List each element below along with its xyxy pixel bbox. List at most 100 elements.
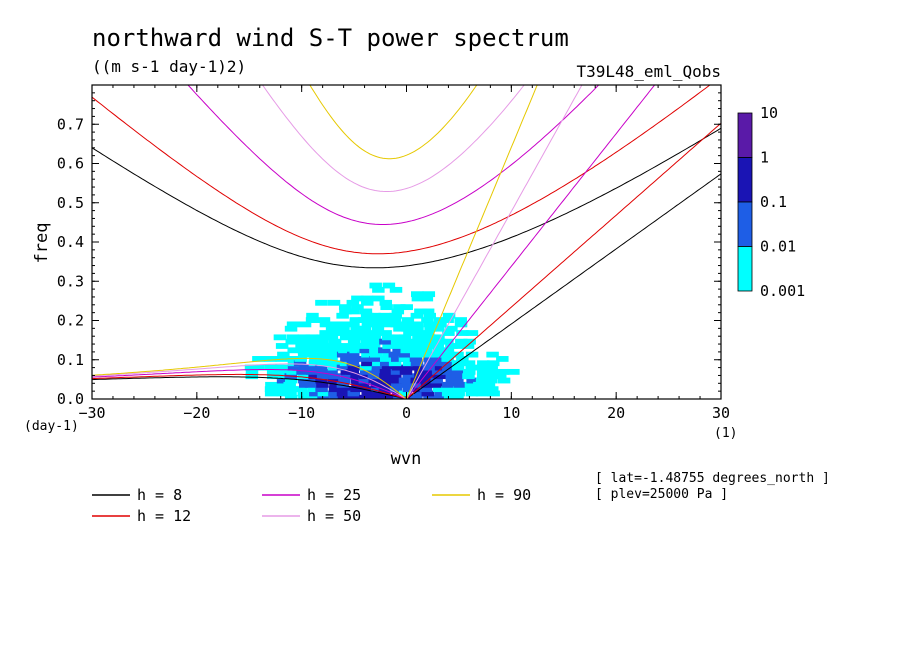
rossby-curve	[92, 376, 407, 399]
power-cell	[454, 321, 468, 328]
power-cell	[325, 351, 339, 358]
power-cell	[441, 364, 455, 371]
power-cell	[433, 317, 447, 323]
power-cell	[361, 351, 374, 358]
legend-label: h = 90	[477, 486, 531, 504]
power-cell	[276, 390, 290, 397]
power-cell	[348, 334, 361, 341]
power-cell	[327, 299, 341, 306]
power-cell	[430, 377, 443, 384]
power-cell	[421, 317, 434, 323]
power-cell	[329, 394, 343, 399]
power-cell	[286, 321, 300, 328]
power-cell	[371, 386, 385, 393]
power-cell	[304, 381, 318, 388]
power-cell	[275, 343, 289, 349]
power-cell	[328, 373, 341, 380]
power-cell	[297, 338, 310, 345]
power-cell	[252, 364, 265, 371]
power-cell	[275, 368, 289, 375]
power-cell	[391, 364, 405, 371]
power-cell	[340, 356, 353, 362]
power-cell	[372, 338, 385, 345]
power-cell	[378, 317, 391, 323]
colorbar: 10 1 0.1 0.01 0.001	[737, 104, 805, 300]
power-cell	[340, 373, 354, 380]
power-cell	[328, 338, 342, 345]
power-cell	[358, 325, 372, 332]
power-cell	[442, 360, 456, 367]
power-cell	[419, 347, 433, 354]
power-cell	[423, 373, 436, 380]
power-cell	[305, 317, 319, 323]
power-cell	[398, 334, 412, 341]
power-cell	[486, 386, 499, 393]
power-cell	[369, 347, 382, 354]
power-cell	[434, 394, 447, 399]
power-cell	[419, 377, 433, 384]
power-cell	[266, 368, 280, 375]
inertia-gravity-curve	[187, 85, 600, 225]
power-cell	[434, 360, 447, 367]
power-cell	[398, 356, 412, 362]
power-cell	[433, 373, 446, 380]
power-cell	[349, 330, 362, 336]
power-cell	[287, 364, 301, 371]
power-cell	[423, 312, 436, 319]
power-cell	[294, 356, 307, 362]
power-cell	[419, 386, 433, 393]
power-cell	[307, 386, 321, 393]
power-cell	[389, 386, 403, 393]
power-cell	[409, 330, 423, 336]
power-cell	[371, 364, 385, 371]
power-cell	[370, 394, 383, 399]
x-tick-label: 10	[502, 404, 520, 422]
power-cell	[336, 321, 350, 328]
power-cell	[411, 347, 424, 354]
power-cell	[402, 373, 415, 380]
power-cell	[336, 381, 350, 388]
power-cell	[298, 364, 312, 371]
power-cell	[328, 390, 341, 397]
power-cell	[378, 312, 391, 319]
power-cell	[473, 381, 486, 388]
power-cell	[379, 338, 392, 345]
power-cell	[350, 386, 363, 393]
axis-ticks: −30 −20 −10 0 10 20 30 0.0 0.1 0.2 0.3 0.4 0.5 0.6 0.7	[57, 85, 730, 422]
power-cell	[432, 386, 446, 393]
power-cell	[399, 394, 413, 399]
power-cell	[295, 343, 308, 349]
power-cell	[367, 373, 381, 380]
y-tick-label: 0.6	[57, 155, 84, 173]
power-cell	[368, 334, 382, 341]
power-cell	[412, 386, 426, 393]
y-unit-label: (day-1)	[24, 419, 79, 434]
power-cell	[431, 343, 444, 349]
power-cell	[361, 360, 374, 367]
colorbar-label: 0.01	[760, 238, 796, 256]
power-cell	[391, 308, 405, 315]
power-cell	[285, 386, 299, 393]
power-cell	[329, 343, 343, 349]
power-cell	[379, 368, 393, 375]
power-cell	[423, 394, 436, 399]
power-cell	[358, 343, 372, 349]
power-cell	[442, 351, 456, 358]
colorbar-swatch	[737, 112, 753, 158]
power-cell	[359, 368, 373, 375]
power-cell	[349, 317, 363, 323]
chart-title: northward wind S-T power spectrum	[92, 24, 569, 52]
power-cell	[372, 295, 385, 302]
power-cell	[487, 360, 500, 367]
power-cell	[466, 377, 479, 384]
power-cell	[360, 295, 374, 302]
power-cell	[275, 364, 288, 371]
power-cell	[477, 364, 490, 371]
power-cell	[389, 373, 402, 380]
power-cell	[401, 338, 414, 345]
power-cell	[476, 368, 490, 375]
power-cell	[361, 321, 375, 328]
dispersion-curves	[92, 85, 721, 399]
power-cell	[401, 317, 415, 323]
